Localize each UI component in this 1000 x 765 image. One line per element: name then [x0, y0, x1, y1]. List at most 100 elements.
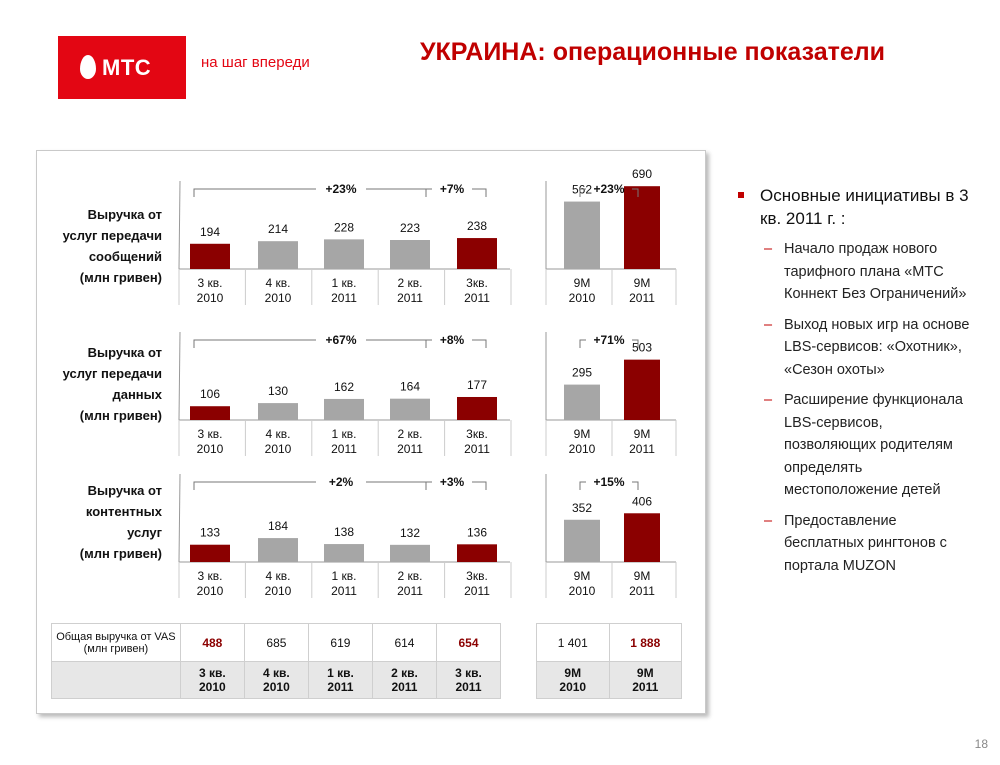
bar: [258, 241, 298, 269]
bar-value-label: 132: [400, 526, 420, 540]
bar: [624, 513, 660, 562]
bar-value-label: 223: [400, 221, 420, 235]
bar: [564, 384, 600, 420]
growth-bracket: [425, 188, 432, 197]
page-number: 18: [974, 737, 988, 751]
bar: [624, 186, 660, 269]
bar: [258, 538, 298, 562]
row-label-line: Выручка от: [87, 345, 162, 360]
category-label: 3 кв.: [198, 276, 223, 290]
initiative-item: Начало продаж нового тарифного плана «МТ…: [738, 238, 978, 306]
growth-bracket: [193, 481, 316, 490]
category-label: 4 кв.: [266, 569, 291, 583]
row-label-line: (млн гривен): [79, 546, 162, 561]
category-label: 9M: [574, 569, 591, 583]
bar-value-label: 690: [632, 167, 652, 181]
category-label: 9M: [634, 427, 651, 441]
row-label-content: Выручка от контентных услуг (млн гривен): [32, 480, 162, 564]
vas-q-header: 1 кв. 2011: [307, 661, 373, 699]
bar-value-label: 130: [268, 384, 288, 398]
vas-ninemonth-table: 1 401 1 888 9M 2010 9M 2011: [536, 623, 682, 699]
category-label: 1 кв.: [332, 569, 357, 583]
growth-label: +71%: [593, 333, 624, 347]
category-label: 2011: [464, 584, 490, 598]
category-label: 9M: [574, 427, 591, 441]
category-label: 2010: [569, 584, 596, 598]
bar: [457, 396, 497, 420]
row-label-line: услуг: [127, 525, 162, 540]
vas-9m-value: 1 401: [536, 623, 610, 662]
bar: [390, 544, 430, 562]
growth-bracket: [579, 339, 586, 348]
category-label: 2011: [629, 291, 655, 305]
category-label: 9M: [634, 569, 651, 583]
vas-9m-header: 9M 2010: [536, 661, 610, 699]
vas-quarter-table: Общая выручка от VAS (млн гривен) 488 68…: [51, 623, 502, 699]
bar-value-label: 177: [467, 378, 487, 392]
initiatives-heading: Основные инициативы в 3 кв. 2011 г. :: [738, 184, 978, 230]
row-label-line: Выручка от: [87, 207, 162, 222]
category-label: 2011: [331, 291, 357, 305]
category-label: 2011: [464, 291, 490, 305]
bar-value-label: 162: [334, 380, 354, 394]
bar: [457, 544, 497, 562]
bar-value-label: 136: [467, 525, 487, 539]
bar: [624, 359, 660, 420]
category-label: 2011: [331, 442, 357, 456]
growth-label: +23%: [593, 182, 624, 196]
logo: МТС: [58, 36, 186, 99]
bar: [324, 398, 364, 420]
growth-bracket: [425, 339, 432, 348]
category-label: 3кв.: [466, 427, 488, 441]
category-label: 2 кв.: [398, 569, 423, 583]
category-label: 4 кв.: [266, 427, 291, 441]
category-label: 3кв.: [466, 569, 488, 583]
bar: [324, 544, 364, 562]
axis-line: [178, 473, 181, 563]
category-label: 2011: [629, 584, 655, 598]
category-label: 2011: [629, 442, 655, 456]
growth-bracket: [632, 481, 639, 490]
category-label: 9M: [574, 276, 591, 290]
logo-text: МТС: [102, 55, 152, 80]
bar: [190, 544, 230, 562]
growth-label: +7%: [440, 182, 465, 196]
category-label: 1 кв.: [332, 276, 357, 290]
category-label: 2011: [464, 442, 490, 456]
row-label-line: (млн гривен): [79, 408, 162, 423]
bar-value-label: 214: [268, 222, 288, 236]
vas-q-header: 3 кв. 2010: [179, 661, 245, 699]
initiative-item: Предоставление бесплатных рингтонов с по…: [738, 510, 978, 578]
bar: [390, 398, 430, 420]
growth-label: +67%: [325, 333, 356, 347]
bar: [564, 201, 600, 269]
category-label: 2011: [397, 291, 423, 305]
category-label: 2011: [397, 442, 423, 456]
growth-bracket: [632, 188, 639, 197]
bar-value-label: 133: [200, 526, 220, 540]
bar: [190, 243, 230, 269]
vas-empty-cell: [51, 661, 181, 699]
category-label: 9M: [634, 276, 651, 290]
vas-q-header: 3 кв. 2011: [435, 661, 502, 699]
bar: [457, 238, 497, 269]
row-label-messaging: Выручка от услуг передачи сообщений (млн…: [32, 204, 162, 288]
category-label: 2011: [331, 584, 357, 598]
bar: [564, 519, 600, 562]
category-label: 2010: [197, 442, 224, 456]
bar: [258, 403, 298, 420]
category-label: 2010: [569, 291, 596, 305]
growth-label: +2%: [329, 475, 354, 489]
growth-bracket: [193, 339, 316, 348]
category-label: 3кв.: [466, 276, 488, 290]
growth-label: +3%: [440, 475, 465, 489]
vas-q-value: 488: [179, 623, 245, 662]
row-label-line: Выручка от: [87, 483, 162, 498]
bar-value-label: 184: [268, 519, 288, 533]
growth-bracket: [579, 188, 586, 197]
vas-q-value: 654: [435, 623, 502, 662]
bar-value-label: 194: [200, 225, 220, 239]
bar-value-label: 106: [200, 387, 220, 401]
row-label-line: контентных: [85, 504, 162, 519]
